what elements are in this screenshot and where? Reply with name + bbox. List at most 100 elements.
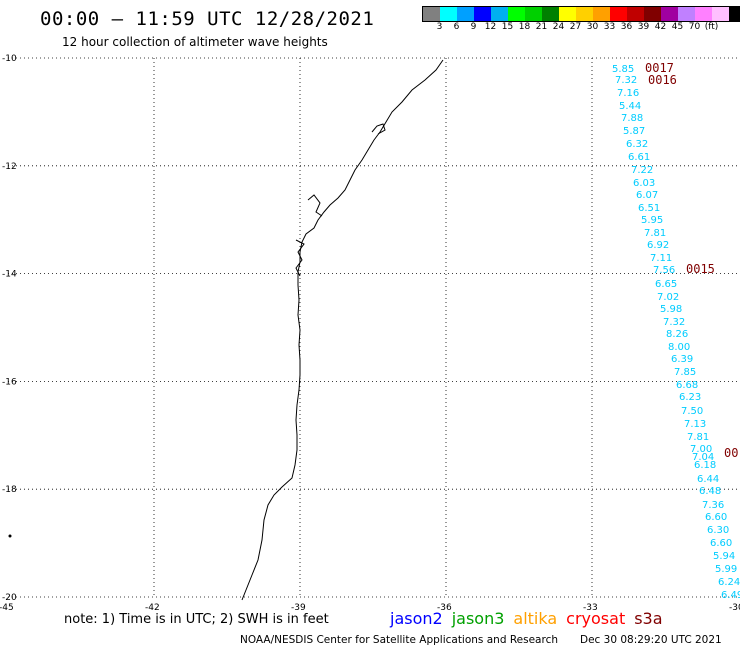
wave-height-colorbar [422,6,740,22]
coastline-path [241,59,444,601]
colorbar-label: 70 [688,22,701,32]
colorbar-swatch [559,7,576,21]
wave-height-label: 5.95 [641,215,663,226]
altimeter-track: 5.857.327.165.447.885.876.326.617.226.03… [612,61,740,601]
wave-height-label: 5.98 [660,304,682,315]
colorbar-label: 36 [620,22,633,32]
colorbar-label: 9 [470,22,477,32]
wave-height-label: 6.03 [633,178,655,189]
wave-height-label: 7.16 [617,88,639,99]
colorbar-swatch [525,7,542,21]
units-note: note: 1) Time is in UTC; 2) SWH is in fe… [64,612,329,627]
wave-height-label: 6.60 [705,512,727,523]
lat-tick-label: -12 [2,162,17,172]
wave-height-label: 7.50 [681,406,703,417]
colorbar-label: 18 [518,22,531,32]
wave-height-label: 5.94 [713,551,735,562]
lon-tick-label: -36 [437,603,452,613]
wave-height-label: 7.32 [663,317,685,328]
bay-outline [307,194,323,217]
wave-height-label: 7.81 [644,228,666,239]
time-label: 0015 [686,262,715,276]
satellite-legend: jason2 jason3 altika cryosat s3a [390,609,672,628]
colorbar-label: 30 [586,22,599,32]
wave-height-label: 6.51 [638,203,660,214]
colorbar-swatch [627,7,644,21]
wave-height-label: 8.00 [668,342,690,353]
colorbar-swatch [729,7,740,21]
wave-height-label: 8.26 [666,329,688,340]
lon-tick-label: -45 [0,603,14,613]
wave-height-label: 6.49 [721,590,740,601]
colorbar-swatch [610,7,627,21]
wave-height-label: 6.92 [647,240,669,251]
lon-tick-label: -30 [729,603,740,613]
colorbar-label: 3 [436,22,443,32]
wave-height-label: 7.11 [650,253,672,264]
wave-height-label: 6.44 [697,474,719,485]
lat-tick-label: -14 [2,270,17,280]
wave-height-label: 7.32 [615,75,637,86]
colorbar-swatch [474,7,491,21]
legend-entry-jason2: jason2 [390,609,443,628]
lat-tick-label: -18 [2,485,17,495]
colorbar-swatch [491,7,508,21]
colorbar-swatch [508,7,525,21]
time-label: 00 [724,446,738,460]
wave-height-label: 6.07 [636,190,658,201]
wave-height-label: 6.39 [671,354,693,365]
wave-height-label: 7.22 [631,165,653,176]
legend-entry-altika: altika [513,609,558,628]
colorbar-label: 21 [535,22,548,32]
wave-height-label: 7.56 [653,265,675,276]
colorbar-label: (ft) [704,22,719,32]
footer-credit: NOAA/NESDIS Center for Satellite Applica… [240,634,558,646]
colorbar-swatch [457,7,474,21]
colorbar-label: 6 [453,22,460,32]
colorbar-label: 12 [484,22,497,32]
colorbar-swatch [661,7,678,21]
lon-tick-label: -39 [291,603,306,613]
lon-tick-label: -42 [145,603,160,613]
footer-timestamp: Dec 30 08:29:20 UTC 2021 [580,634,722,646]
wave-height-label: 5.44 [619,101,641,112]
page-subtitle: 12 hour collection of altimeter wave hei… [62,35,328,49]
lat-tick-label: -20 [2,593,17,603]
bay-outline [371,123,386,135]
wave-height-label: 7.02 [657,292,679,303]
wave-height-label: 7.04 [692,452,714,463]
map-gridlines [8,57,738,598]
colorbar-swatch [440,7,457,21]
wave-height-label: 7.13 [684,419,706,430]
colorbar-swatch [542,7,559,21]
time-label: 0017 [645,61,674,75]
wave-height-label: 7.36 [702,500,724,511]
wave-height-label: 6.60 [710,538,732,549]
wave-height-label: 6.18 [694,460,716,471]
wave-height-label: 6.61 [628,152,650,163]
legend-entry-s3a: s3a [634,609,663,628]
colorbar-label: 42 [654,22,667,32]
colorbar-swatch [644,7,661,21]
wave-height-label: 7.88 [621,113,643,124]
colorbar-label: 24 [552,22,565,32]
lat-tick-label: -10 [2,54,17,64]
wave-height-label: 7.81 [687,432,709,443]
wave-height-label: 6.30 [707,525,729,536]
colorbar-swatch [695,7,712,21]
axis-ticks: -10 -12 -14 -16 -18 -20-45 -42 -39 -36 -33 -30 [0,54,740,613]
colorbar-swatch [576,7,593,21]
legend-entry-jason3: jason3 [451,609,505,628]
colorbar-swatch [678,7,695,21]
coastline [8,59,444,601]
wave-height-label: 6.48 [699,486,721,497]
colorbar-label: 45 [671,22,684,32]
colorbar-swatch [712,7,729,21]
island-dot [8,534,12,538]
wave-height-label: 7.85 [674,367,696,378]
bay-outline [295,239,305,277]
lat-tick-label: -16 [2,377,17,387]
wave-height-label: 5.85 [612,64,634,75]
colorbar-label: 27 [569,22,582,32]
